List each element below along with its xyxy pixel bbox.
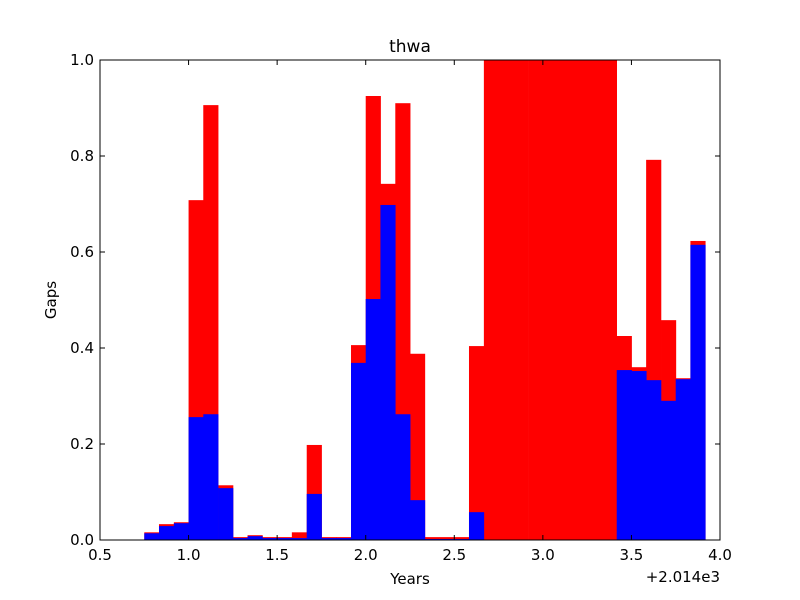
blue-bar-0 xyxy=(144,533,160,540)
blue-bar-9 xyxy=(277,538,293,540)
red-bar-10 xyxy=(291,532,308,540)
blue-bar-35 xyxy=(661,400,677,540)
red-bar-27 xyxy=(542,60,559,540)
blue-bar-33 xyxy=(631,371,647,540)
y-tick-label: 0.0 xyxy=(70,531,94,549)
x-tick-label: 2.5 xyxy=(442,546,466,564)
x-tick-label: 0.5 xyxy=(88,546,112,564)
blue-bar-16 xyxy=(380,204,396,540)
blue-bar-18 xyxy=(410,500,426,540)
blue-bar-5 xyxy=(218,488,234,540)
blue-bar-10 xyxy=(291,538,308,540)
y-tick-label: 0.4 xyxy=(70,339,94,357)
blue-bar-22 xyxy=(468,512,485,540)
x-tick-label: 4.0 xyxy=(708,546,732,564)
blue-bar-6 xyxy=(232,538,249,540)
blue-bar-13 xyxy=(336,538,352,540)
blue-bar-8 xyxy=(262,538,278,540)
blue-bar-34 xyxy=(646,380,662,540)
y-axis-label: Gaps xyxy=(42,281,60,319)
y-tick-label: 0.6 xyxy=(70,243,94,261)
blue-bar-15 xyxy=(365,299,381,540)
red-bar-29 xyxy=(572,60,588,540)
blue-bar-17 xyxy=(395,414,411,540)
x-axis-label: Years xyxy=(389,570,430,588)
blue-bar-3 xyxy=(188,417,204,540)
blue-bar-32 xyxy=(616,370,632,540)
red-bar-19 xyxy=(424,537,440,540)
series-blue-bars xyxy=(144,204,706,541)
x-tick-label: 1.0 xyxy=(177,546,201,564)
red-bar-21 xyxy=(454,537,470,540)
red-bar-23 xyxy=(483,60,500,540)
plot-frame xyxy=(99,59,721,541)
blue-bar-2 xyxy=(173,523,190,540)
y-tick-label: 0.8 xyxy=(70,147,94,165)
x-axis-ticks: 0.5 1.0 1.5 2.0 2.5 3.0 3.5 4.0 xyxy=(88,60,732,564)
x-tick-label: 3.0 xyxy=(531,546,555,564)
red-bar-22 xyxy=(468,346,485,540)
y-axis-ticks: 0.0 0.2 0.4 0.6 0.8 1.0 xyxy=(70,51,720,549)
red-bar-24 xyxy=(498,60,514,540)
blue-bar-11 xyxy=(306,493,322,540)
y-tick-label: 0.2 xyxy=(70,435,94,453)
red-bar-30 xyxy=(587,60,603,540)
x-tick-label: 3.5 xyxy=(619,546,643,564)
y-tick-label: 1.0 xyxy=(70,51,94,69)
blue-bar-14 xyxy=(351,362,367,540)
blue-bar-7 xyxy=(247,536,263,540)
x-tick-label: 1.5 xyxy=(265,546,289,564)
red-bar-25 xyxy=(513,60,529,540)
blue-bar-36 xyxy=(675,379,691,540)
x-axis-offset-label: +2.014e3 xyxy=(646,568,720,586)
blue-bar-4 xyxy=(203,414,219,540)
red-bar-26 xyxy=(528,60,544,540)
blue-bar-1 xyxy=(158,526,175,540)
chart-title: thwa xyxy=(389,37,431,57)
red-bar-31 xyxy=(601,60,618,540)
red-bar-28 xyxy=(557,60,573,540)
red-bar-18 xyxy=(410,353,426,540)
blue-bar-37 xyxy=(690,244,706,541)
blue-bar-12 xyxy=(321,538,337,540)
red-bar-20 xyxy=(439,537,455,540)
x-tick-label: 2.0 xyxy=(354,546,378,564)
